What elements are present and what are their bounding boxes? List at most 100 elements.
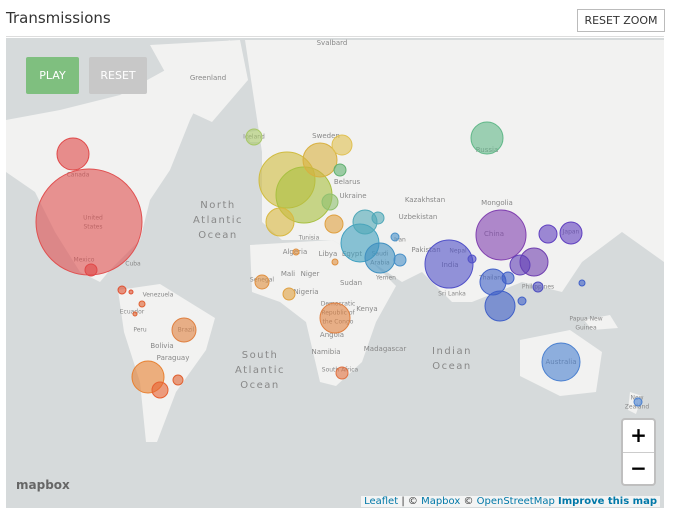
bubble xyxy=(364,242,396,274)
bubble xyxy=(509,254,531,276)
bubble xyxy=(393,253,407,267)
bubble xyxy=(117,285,127,295)
copyright: © xyxy=(407,496,418,507)
mapbox-logo[interactable]: mapbox xyxy=(16,478,70,492)
place-label: Atlantic xyxy=(193,215,243,226)
bubble xyxy=(35,168,143,276)
bubble xyxy=(132,311,138,317)
bubble xyxy=(467,254,477,264)
bubble xyxy=(475,209,527,261)
bubble xyxy=(532,281,544,293)
place-label: South xyxy=(242,350,279,361)
reset-button[interactable]: RESET xyxy=(89,57,147,94)
place-label: Ocean xyxy=(432,361,472,372)
place-label: Madagascar xyxy=(364,345,407,353)
place-label: Indian xyxy=(432,346,472,357)
bubble xyxy=(371,211,385,225)
place-label: Peru xyxy=(133,327,147,334)
bubble xyxy=(517,296,527,306)
place-label: Kenya xyxy=(356,305,377,313)
bubble xyxy=(172,374,184,386)
bubble xyxy=(484,290,516,322)
link[interactable]: Mapbox xyxy=(421,496,461,507)
place-label: Libya xyxy=(319,250,338,258)
place-label: Yemen xyxy=(375,275,396,282)
place-label: Zealand xyxy=(625,404,650,411)
bubble xyxy=(171,317,197,343)
bubble xyxy=(151,381,169,399)
place-label: Kazakhstan xyxy=(405,196,445,204)
bubble xyxy=(138,300,146,308)
place-label: Cuba xyxy=(125,261,141,268)
bubble xyxy=(501,271,515,285)
bubble xyxy=(321,193,339,211)
bubble xyxy=(390,232,400,242)
bubble xyxy=(282,287,296,301)
place-label: North xyxy=(200,200,235,211)
link[interactable]: Improve this map xyxy=(558,496,657,507)
place-label: Ocean xyxy=(240,380,280,391)
place-label: Uzbekistan xyxy=(399,213,438,221)
bubble xyxy=(319,302,351,334)
place-label: Mali xyxy=(281,270,295,278)
bubble xyxy=(265,207,295,237)
place-label: Sweden xyxy=(312,132,340,140)
bubble xyxy=(470,121,504,155)
link[interactable]: OpenStreetMap xyxy=(476,496,555,507)
place-label: Namibia xyxy=(312,348,341,356)
place-label: Nigeria xyxy=(293,288,318,296)
attribution: Leaflet | © Mapbox © OpenStreetMap Impro… xyxy=(361,496,660,507)
place-label: Svalbard xyxy=(317,39,348,47)
place-label: Belarus xyxy=(334,178,361,186)
place-label: Ukraine xyxy=(339,192,366,200)
separator: | xyxy=(401,496,405,507)
place-label: Papua New xyxy=(569,316,602,323)
place-label: Paraguay xyxy=(157,354,190,362)
title: Transmissions xyxy=(6,9,111,27)
bubble xyxy=(541,342,581,382)
place-label: Atlantic xyxy=(235,365,285,376)
place-label: Venezuela xyxy=(143,292,174,299)
place-label: Mongolia xyxy=(481,199,513,207)
zoom-out[interactable]: − xyxy=(630,456,647,480)
map[interactable]: SvalbardGreenlandIcelandSwedenRussiaCana… xyxy=(6,38,664,508)
bubble xyxy=(578,279,586,287)
bubble xyxy=(128,289,134,295)
zoom-in[interactable]: + xyxy=(623,420,654,453)
bubble xyxy=(559,221,583,245)
bubble xyxy=(331,134,353,156)
place-label: Greenland xyxy=(190,74,226,82)
bubble xyxy=(84,263,98,277)
place-label: Tunisia xyxy=(298,235,320,242)
place-label: Bolivia xyxy=(150,342,173,350)
bubbles xyxy=(35,121,643,407)
link[interactable]: Leaflet xyxy=(364,496,399,507)
divider xyxy=(6,36,664,37)
place-label: Niger xyxy=(301,270,320,278)
play-button[interactable]: PLAY xyxy=(26,57,79,94)
bubble xyxy=(538,224,558,244)
bubble xyxy=(292,248,300,256)
bubble xyxy=(254,274,270,290)
place-label: Ecuador xyxy=(120,309,145,316)
reset-zoom-button[interactable]: RESET ZOOM xyxy=(577,9,665,32)
bubble xyxy=(56,137,90,171)
bubble xyxy=(331,258,339,266)
map-canvas: SvalbardGreenlandIcelandSwedenRussiaCana… xyxy=(6,38,664,508)
place-label: Pakistan xyxy=(411,246,440,254)
copyright: © xyxy=(463,496,474,507)
bubble xyxy=(324,214,344,234)
bubble xyxy=(633,397,643,407)
bubble xyxy=(302,142,338,178)
place-label: Iran xyxy=(394,237,406,244)
basemap xyxy=(6,38,664,508)
zoom-control: + − xyxy=(621,418,656,486)
place-label: Sri Lanka xyxy=(438,291,466,298)
bubble xyxy=(424,239,474,289)
place-label: Sudan xyxy=(340,279,362,287)
place-label: Angola xyxy=(320,331,344,339)
bubble xyxy=(245,128,263,146)
place-label: Ocean xyxy=(198,230,238,241)
bubble xyxy=(335,366,349,380)
